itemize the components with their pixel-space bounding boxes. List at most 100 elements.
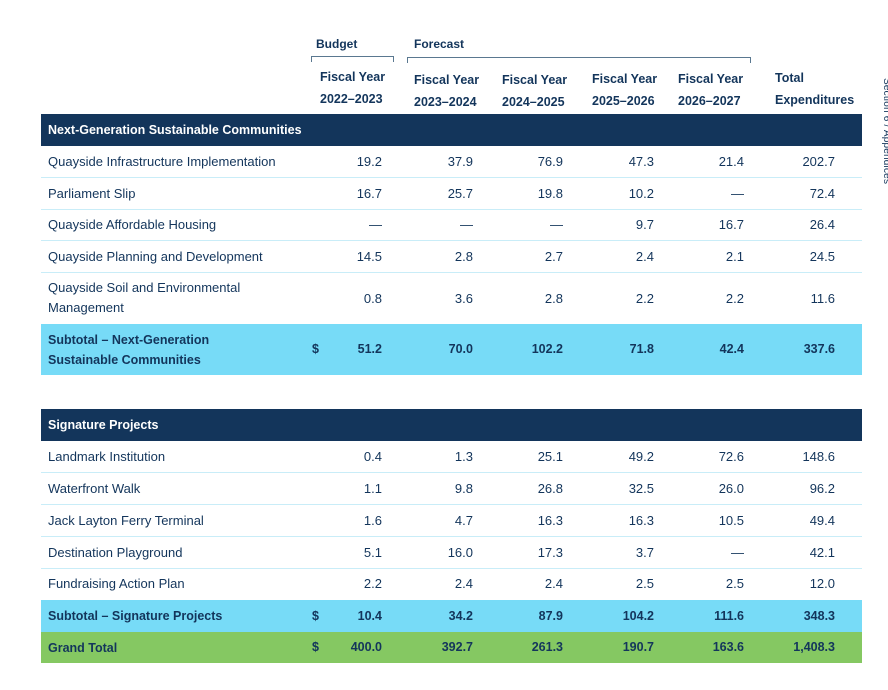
value-total: 202.7 (802, 154, 835, 169)
column-header-line1: Fiscal Year (414, 73, 480, 87)
value-fy2025: 47.3 (628, 154, 654, 169)
value-fy2026: 16.7 (718, 217, 744, 232)
column-header-fy2024: Fiscal Year 2024–2025 (502, 69, 567, 113)
row-label: Destination Playground (48, 545, 183, 560)
value-fy2024: 16.3 (537, 513, 563, 528)
value-fy2025: 9.7 (635, 217, 654, 232)
value-total: 11.6 (810, 291, 835, 306)
value-fy2025: 32.5 (628, 481, 654, 496)
value-fy2024: 17.3 (537, 545, 563, 560)
value-fy2022: 2.2 (363, 576, 382, 591)
row-label: Landmark Institution (48, 449, 166, 464)
grand-total-row: Grand Total $ 400.0 392.7 261.3 190.7 16… (41, 632, 862, 663)
value-total: 12.0 (809, 576, 835, 591)
value-fy2022: 400.0 (350, 640, 382, 654)
value-fy2023: — (460, 217, 473, 232)
value-fy2023: 25.7 (447, 186, 473, 201)
value-fy2022: 51.2 (357, 342, 382, 356)
value-fy2023: 34.2 (448, 609, 473, 623)
section-header-next-generation: Next-Generation Sustainable Communities (41, 114, 862, 146)
row-label: Jack Layton Ferry Terminal (48, 513, 204, 528)
column-header-line2: 2023–2024 (414, 95, 477, 109)
value-fy2023: 1.3 (454, 449, 473, 464)
table-row: Quayside Infrastructure Implementation 1… (41, 146, 862, 178)
column-header-fy2025: Fiscal Year 2025–2026 (592, 68, 657, 112)
column-header-line2: 2022–2023 (320, 92, 383, 106)
value-fy2023: 3.6 (454, 291, 473, 306)
value-fy2026: 2.5 (725, 576, 744, 591)
value-total: 26.4 (809, 217, 835, 232)
column-header-line1: Fiscal Year (502, 73, 568, 87)
row-label: Quayside Affordable Housing (48, 217, 217, 232)
forecast-bracket (407, 57, 751, 63)
subtotal-label-line1: Subtotal – Next-Generation (48, 333, 210, 347)
value-total: 1,408.3 (793, 640, 835, 654)
value-total: 42.1 (809, 545, 835, 560)
table-row: Jack Layton Ferry Terminal 1.6 4.7 16.3 … (41, 505, 862, 537)
row-label: Waterfront Walk (48, 481, 141, 496)
column-header-line2: Expenditures (775, 93, 855, 107)
column-header-line2: 2025–2026 (592, 94, 655, 108)
value-fy2025: 10.2 (628, 186, 654, 201)
value-fy2026: 72.6 (718, 449, 744, 464)
value-fy2025: 190.7 (622, 640, 654, 654)
value-fy2022: — (369, 217, 382, 232)
value-fy2024: — (550, 217, 563, 232)
value-fy2025: 3.7 (635, 545, 654, 560)
subtotal-row-next-generation: Subtotal – Next-Generation Sustainable C… (41, 324, 862, 375)
table-row: Fundraising Action Plan 2.2 2.4 2.4 2.5 … (41, 569, 862, 600)
value-fy2024: 2.7 (544, 249, 563, 264)
value-fy2025: 16.3 (628, 513, 654, 528)
column-header-fy2022: Fiscal Year 2022–2023 (320, 66, 385, 110)
value-fy2024: 102.2 (531, 342, 563, 356)
column-header-fy2026: Fiscal Year 2026–2027 (678, 68, 743, 112)
column-header-total: Total Expenditures (775, 67, 854, 111)
grand-total-label: Grand Total (48, 641, 118, 655)
column-header-line2: 2024–2025 (502, 95, 565, 109)
row-label: Fundraising Action Plan (48, 576, 185, 591)
value-fy2022: 19.2 (356, 154, 382, 169)
value-fy2025: 104.2 (622, 609, 654, 623)
value-fy2024: 26.8 (537, 481, 563, 496)
value-total: 96.2 (809, 481, 835, 496)
value-fy2026: 26.0 (718, 481, 744, 496)
value-total: 148.6 (802, 449, 835, 464)
value-total: 72.4 (809, 186, 835, 201)
value-fy2023: 4.7 (454, 513, 473, 528)
currency-symbol: $ (312, 640, 319, 654)
value-fy2022: 1.6 (363, 513, 382, 528)
table-row: Quayside Planning and Development 14.5 2… (41, 241, 862, 273)
side-tab-label: Section 6 / Appendices (881, 78, 888, 185)
currency-symbol: $ (312, 609, 319, 623)
budget-table: Next-Generation Sustainable Communities … (41, 0, 862, 690)
table-row: Destination Playground 5.1 16.0 17.3 3.7… (41, 537, 862, 569)
value-fy2026: 2.1 (725, 249, 744, 264)
table-row: Quayside Affordable Housing — — — 9.7 16… (41, 210, 862, 241)
value-fy2023: 2.8 (454, 249, 473, 264)
column-header-fy2023: Fiscal Year 2023–2024 (414, 69, 479, 113)
row-label-line1: Quayside Soil and Environmental (48, 280, 241, 295)
value-fy2023: 2.4 (454, 576, 473, 591)
row-label: Quayside Planning and Development (48, 249, 263, 264)
value-fy2022: 1.1 (363, 481, 382, 496)
subtotal-label: Subtotal – Next-Generation Sustainable C… (48, 330, 209, 370)
table-row: Parliament Slip 16.7 25.7 19.8 10.2 — 72… (41, 178, 862, 210)
subtotal-label-line2: Sustainable Communities (48, 353, 201, 367)
value-fy2026: 163.6 (712, 640, 744, 654)
value-fy2026: — (731, 545, 744, 560)
value-fy2026: 42.4 (719, 342, 744, 356)
value-fy2026: 2.2 (725, 291, 744, 306)
column-header-line1: Fiscal Year (320, 70, 386, 84)
value-fy2023: 37.9 (447, 154, 473, 169)
value-fy2023: 392.7 (441, 640, 473, 654)
value-fy2025: 2.2 (635, 291, 654, 306)
value-total: 337.6 (803, 342, 835, 356)
column-header-line2: 2026–2027 (678, 94, 741, 108)
value-fy2026: — (731, 186, 744, 201)
value-fy2025: 2.5 (635, 576, 654, 591)
value-fy2025: 49.2 (628, 449, 654, 464)
value-fy2022: 10.4 (357, 609, 382, 623)
row-label: Quayside Infrastructure Implementation (48, 154, 276, 169)
value-fy2024: 2.4 (544, 576, 563, 591)
value-fy2024: 25.1 (537, 449, 563, 464)
